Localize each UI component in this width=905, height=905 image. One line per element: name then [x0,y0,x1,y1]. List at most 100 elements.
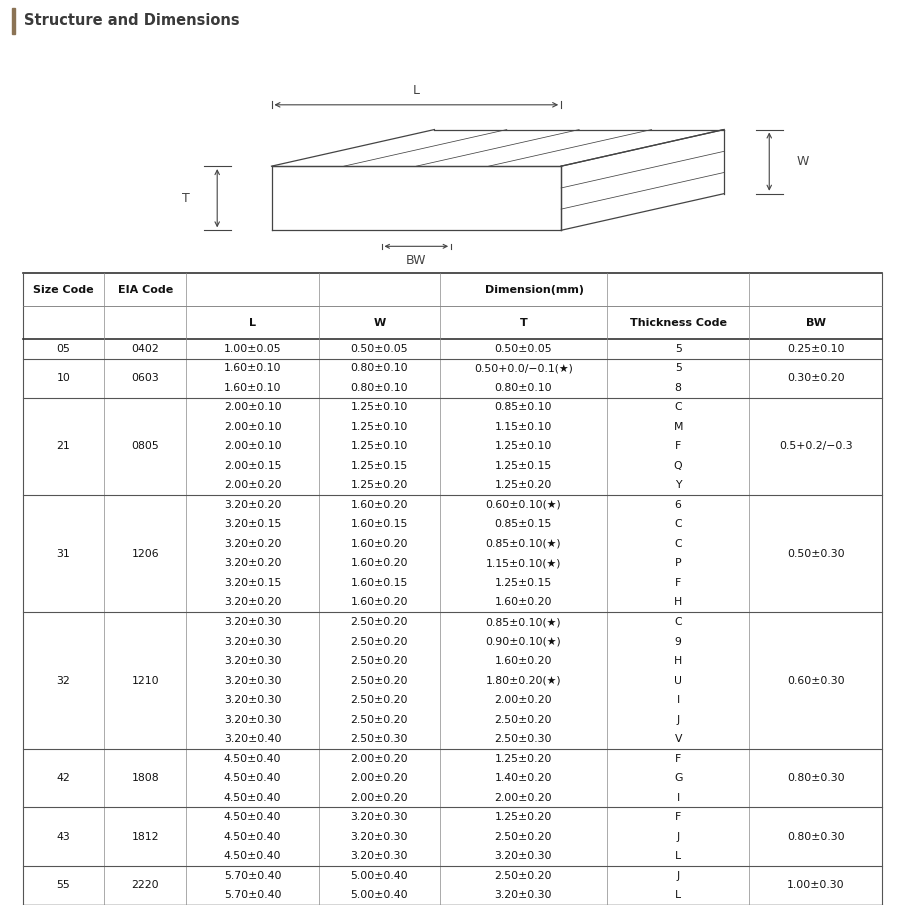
Text: 2.50±0.20: 2.50±0.20 [495,715,552,725]
Text: 1.25±0.20: 1.25±0.20 [351,481,408,491]
Text: 43: 43 [57,832,71,842]
Text: 0402: 0402 [131,344,159,354]
Text: 3.20±0.30: 3.20±0.30 [350,812,408,822]
Text: W: W [373,318,386,328]
Text: Dimension(mm): Dimension(mm) [485,285,584,295]
Text: 1.15±0.10: 1.15±0.10 [495,422,552,432]
Text: 1.60±0.20: 1.60±0.20 [495,597,552,607]
Text: 1.60±0.20: 1.60±0.20 [495,656,552,666]
Text: 2.50±0.20: 2.50±0.20 [495,832,552,842]
Text: 1.00±0.05: 1.00±0.05 [224,344,281,354]
Text: 6: 6 [675,500,681,510]
Text: 5.00±0.40: 5.00±0.40 [350,871,408,881]
Text: 0.80±0.10: 0.80±0.10 [495,383,552,393]
Text: Thickness Code: Thickness Code [630,318,727,328]
Text: 3.20±0.30: 3.20±0.30 [224,617,281,627]
Text: 1.25±0.10: 1.25±0.10 [351,422,408,432]
Text: 1.80±0.20(★): 1.80±0.20(★) [486,675,561,686]
Text: 3.20±0.30: 3.20±0.30 [495,852,552,862]
Text: 0.90±0.10(★): 0.90±0.10(★) [486,636,561,646]
Text: 4.50±0.40: 4.50±0.40 [224,852,281,862]
Text: 1.60±0.10: 1.60±0.10 [224,383,281,393]
Text: 2.50±0.20: 2.50±0.20 [350,656,408,666]
Text: 31: 31 [57,548,71,558]
Text: 0.80±0.10: 0.80±0.10 [350,363,408,373]
Text: 5.70±0.40: 5.70±0.40 [224,871,281,881]
Text: 0.50+0.0/−0.1(★): 0.50+0.0/−0.1(★) [474,363,573,373]
Text: I: I [677,695,680,705]
Text: 5: 5 [675,363,681,373]
Text: 1.60±0.20: 1.60±0.20 [350,539,408,549]
Text: 0.60±0.30: 0.60±0.30 [787,675,844,686]
Text: 3.20±0.30: 3.20±0.30 [224,636,281,646]
Text: L: L [675,852,681,862]
Text: 42: 42 [57,773,71,783]
Text: 8: 8 [675,383,681,393]
Text: 0.5+0.2/−0.3: 0.5+0.2/−0.3 [779,442,853,452]
Text: U: U [674,675,682,686]
Text: T: T [182,192,189,205]
Text: 0805: 0805 [131,442,159,452]
Text: Y: Y [675,481,681,491]
Text: 1210: 1210 [131,675,159,686]
Text: 3.20±0.30: 3.20±0.30 [224,715,281,725]
Text: EIA Code: EIA Code [118,285,173,295]
Text: 2.00±0.20: 2.00±0.20 [495,793,552,803]
Text: L: L [413,84,420,97]
Text: 1.60±0.10: 1.60±0.10 [224,363,281,373]
Text: C: C [674,403,682,413]
Text: 5.00±0.40: 5.00±0.40 [350,891,408,900]
Text: 2.50±0.20: 2.50±0.20 [350,695,408,705]
Text: 1.25±0.20: 1.25±0.20 [495,812,552,822]
Text: J: J [677,871,680,881]
Text: 2.50±0.20: 2.50±0.20 [350,675,408,686]
Text: 3.20±0.30: 3.20±0.30 [350,852,408,862]
Text: Structure and Dimensions: Structure and Dimensions [24,14,239,28]
Text: 1206: 1206 [131,548,159,558]
Text: 1.25±0.10: 1.25±0.10 [351,442,408,452]
Text: 9: 9 [675,636,681,646]
Text: 5: 5 [675,344,681,354]
Text: 3.20±0.15: 3.20±0.15 [224,519,281,529]
Text: 0.80±0.30: 0.80±0.30 [787,773,844,783]
Text: 05: 05 [56,344,71,354]
Text: 4.50±0.40: 4.50±0.40 [224,773,281,783]
Text: 3.20±0.20: 3.20±0.20 [224,558,281,568]
Text: F: F [675,812,681,822]
Text: BW: BW [406,253,426,267]
Text: H: H [674,656,682,666]
Text: 1.40±0.20: 1.40±0.20 [495,773,552,783]
Text: W: W [796,155,809,168]
Text: I: I [677,793,680,803]
Text: M: M [673,422,683,432]
Text: 0.85±0.15: 0.85±0.15 [495,519,552,529]
Text: 0.50±0.30: 0.50±0.30 [787,548,844,558]
Text: J: J [677,715,680,725]
Text: 0603: 0603 [131,373,159,383]
Text: 21: 21 [57,442,71,452]
Text: 2.50±0.20: 2.50±0.20 [350,617,408,627]
Text: 0.60±0.10(★): 0.60±0.10(★) [486,500,561,510]
Text: 1812: 1812 [131,832,159,842]
Text: 2.50±0.20: 2.50±0.20 [350,715,408,725]
Text: 1.25±0.20: 1.25±0.20 [495,754,552,764]
Text: 0.50±0.05: 0.50±0.05 [495,344,552,354]
Text: F: F [675,578,681,588]
Text: P: P [675,558,681,568]
Text: 1808: 1808 [131,773,159,783]
Text: T: T [519,318,528,328]
Text: C: C [674,539,682,549]
Text: 5.70±0.40: 5.70±0.40 [224,891,281,900]
Bar [12,8,15,33]
Text: 1.25±0.15: 1.25±0.15 [495,578,552,588]
Text: 0.50±0.05: 0.50±0.05 [350,344,408,354]
Text: 1.25±0.10: 1.25±0.10 [495,442,552,452]
Text: 3.20±0.15: 3.20±0.15 [224,578,281,588]
Text: 3.20±0.30: 3.20±0.30 [224,656,281,666]
Text: 1.25±0.20: 1.25±0.20 [495,481,552,491]
Text: 2.00±0.10: 2.00±0.10 [224,403,281,413]
Text: 3.20±0.30: 3.20±0.30 [224,695,281,705]
Text: 0.85±0.10(★): 0.85±0.10(★) [486,617,561,627]
Text: 1.60±0.20: 1.60±0.20 [350,558,408,568]
Text: 0.80±0.10: 0.80±0.10 [350,383,408,393]
